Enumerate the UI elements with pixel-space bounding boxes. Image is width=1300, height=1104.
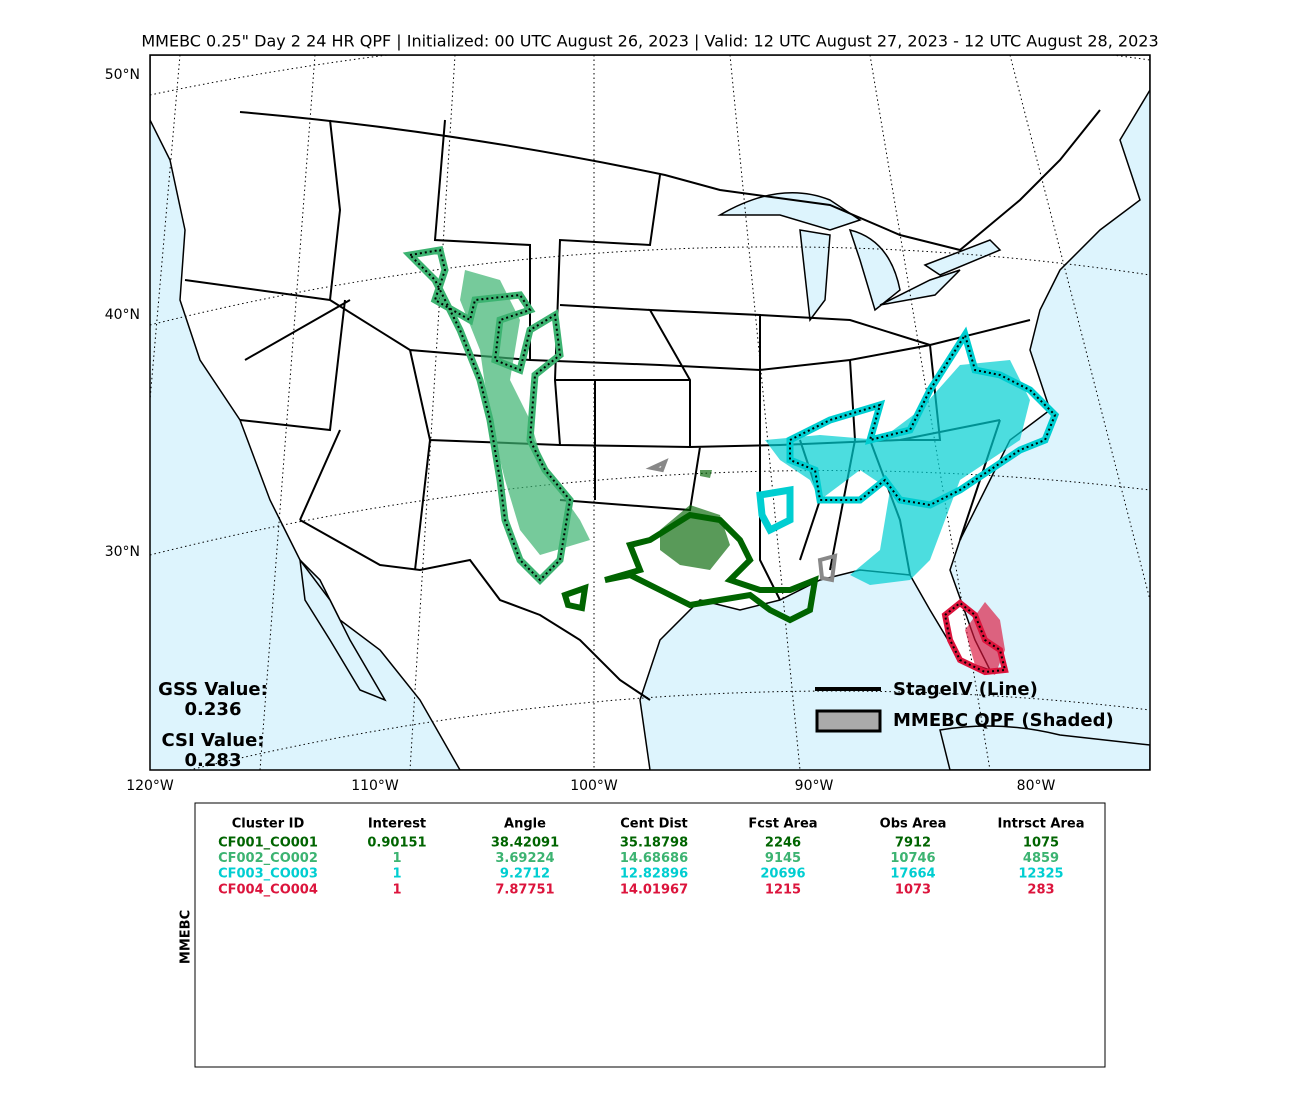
table-header: Interest (368, 817, 426, 832)
stat-value: 0.236 (185, 699, 242, 720)
lon-label: 100°W (570, 778, 618, 794)
stat-label: CSI Value: (162, 730, 265, 751)
legend-label: MMEBC QPF (Shaded) (893, 710, 1114, 731)
table-cell: 10746 (890, 851, 935, 866)
table: Cluster ID Interest Angle Cent Dist Fcst Are… (218, 817, 1084, 898)
table-cell: 4859 (1023, 851, 1059, 866)
table-cell: 3.69224 (495, 851, 554, 866)
legend: StageIV (Line) MMEBC QPF (Shaded) (815, 679, 1114, 733)
map (150, 55, 1150, 770)
table-cell: 9145 (765, 851, 801, 866)
map-frame (149, 54, 1151, 771)
stat-value: 0.283 (185, 750, 242, 771)
table-header: Intrsct Area (998, 817, 1085, 832)
table-cell: 17664 (890, 867, 935, 882)
lon-label: 120°W (126, 778, 174, 794)
table-cell: 20696 (760, 867, 805, 882)
table-cell: 1 (392, 851, 401, 866)
table-cell: 1075 (1023, 836, 1059, 851)
table-cell: 14.68686 (620, 851, 688, 866)
lat-label: 50°N (105, 67, 140, 83)
stats: GSS Value: 0.236 CSI Value: 0.283 (158, 679, 268, 771)
table-cell: CF001_CO001 (218, 836, 318, 851)
table-cell: 1 (392, 867, 401, 882)
table-cell: 7912 (895, 836, 931, 851)
table-cell: 0.90151 (367, 836, 426, 851)
table-cell: 9.2712 (500, 867, 550, 882)
table-header: Obs Area (880, 817, 947, 832)
table-cell: CF002_CO002 (218, 851, 318, 866)
table-cell: 283 (1027, 882, 1054, 897)
table-cell: 1 (392, 882, 401, 897)
table-header: Angle (504, 817, 546, 832)
precip-clusters (402, 246, 1060, 676)
table-side-label: MMEBC (179, 910, 194, 964)
table-header: Cent Dist (620, 817, 688, 832)
table-cell: 2246 (765, 836, 801, 851)
lat-label: 30°N (105, 544, 140, 560)
lon-label: 110°W (351, 778, 399, 794)
lat-labels: 50°N 40°N 30°N (105, 67, 140, 560)
table-header: Fcst Area (748, 817, 817, 832)
table-cell: CF003_CO003 (218, 867, 318, 882)
stat-label: GSS Value: (158, 679, 268, 700)
table-header: Cluster ID (232, 817, 305, 832)
table-cell: 1073 (895, 882, 931, 897)
table-cell: 12325 (1018, 867, 1063, 882)
table-cell: 1215 (765, 882, 801, 897)
lon-label: 80°W (1017, 778, 1056, 794)
table-cell: 14.01967 (620, 882, 688, 897)
lon-label: 90°W (795, 778, 834, 794)
table-box (194, 802, 1106, 1068)
lat-label: 40°N (105, 307, 140, 323)
table-cell: 7.87751 (495, 882, 554, 897)
table-cell: 12.82896 (620, 867, 688, 882)
legend-label: StageIV (Line) (893, 679, 1038, 700)
title: MMEBC 0.25" Day 2 24 HR QPF | Initialize… (141, 32, 1158, 51)
table-cell: 35.18798 (620, 836, 688, 851)
table-cell: 38.42091 (491, 836, 559, 851)
legend-swatch (815, 709, 882, 733)
table-cell: CF004_CO004 (218, 882, 318, 897)
lon-labels: 120°W 110°W 100°W 90°W 80°W (126, 778, 1055, 794)
